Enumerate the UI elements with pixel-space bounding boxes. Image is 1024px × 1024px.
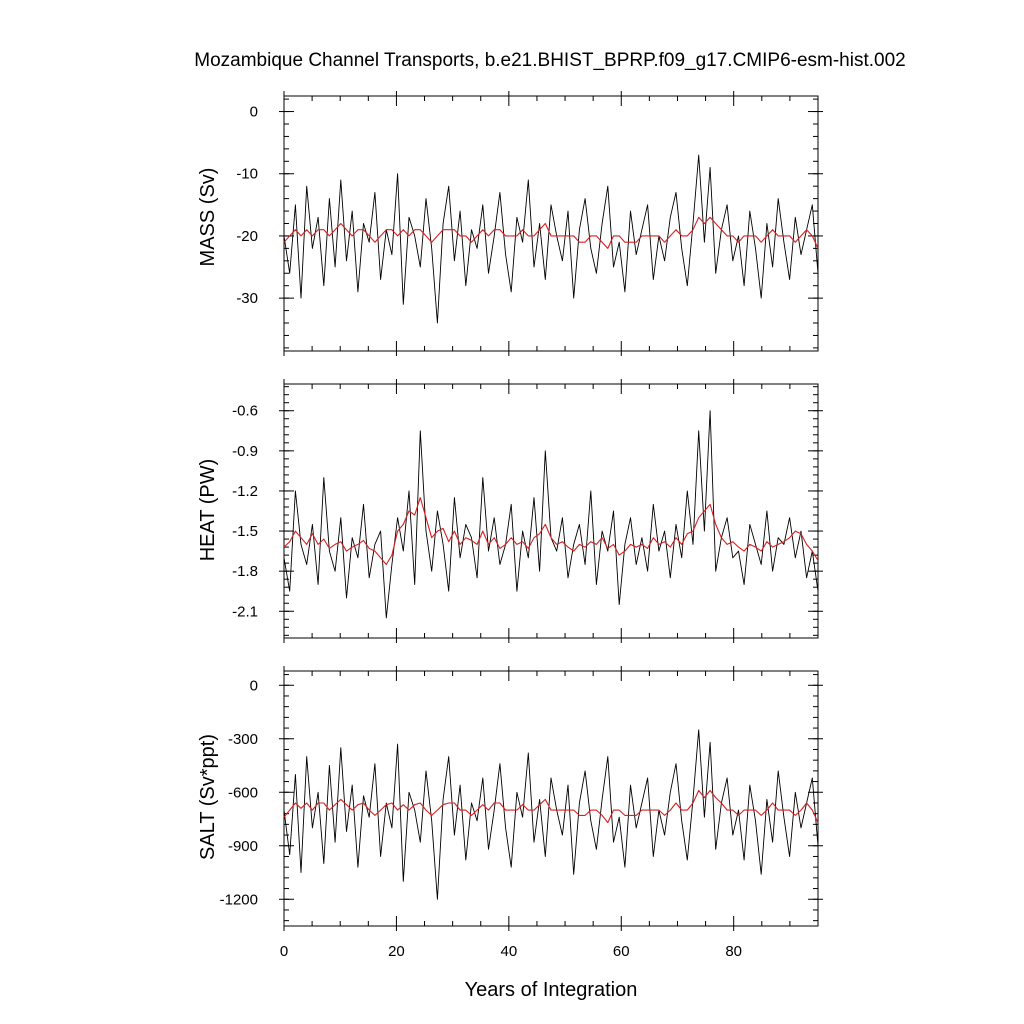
raw-series-line (283, 154, 819, 324)
smoothed-series-line (283, 216, 819, 249)
chart-title: Mozambique Channel Transports, b.e21.BHI… (194, 50, 905, 71)
y-tick-label: -2.1 (232, 603, 258, 620)
panel-3: 0 20 40 60 80 0 -300 -600 -900 -1200 SALT (Sv*ppt) (197, 666, 823, 960)
panel-1: 0 -10 -20 -30 MASS (Sv) (197, 91, 823, 356)
y-tick-label: -30 (236, 290, 258, 307)
y-axis-label: HEAT (PW) (197, 459, 219, 562)
y-tick-label: -10 (236, 166, 258, 183)
y-tick-label: -1.5 (232, 523, 258, 540)
y-tick-label: 0 (250, 677, 258, 694)
x-axis-label: Years of Integration (465, 979, 638, 1001)
y-tick-label: -1.8 (232, 563, 258, 580)
y-axis-label: SALT (Sv*ppt) (197, 734, 219, 860)
y-tick-label: -300 (228, 731, 258, 748)
y-tick-label: -1200 (220, 891, 258, 908)
plot-frame (283, 383, 819, 639)
smoothed-series-line (283, 789, 819, 824)
y-tick-label: -1.2 (232, 483, 258, 500)
raw-series-line (283, 729, 819, 900)
y-tick-label: -900 (228, 838, 258, 855)
x-tick-label: 60 (613, 943, 630, 960)
smoothed-series-line (283, 497, 819, 566)
y-tick-label: -20 (236, 228, 258, 245)
y-tick-label: 0 (250, 104, 258, 121)
y-tick-label: -0.9 (232, 443, 258, 460)
y-tick-label: -600 (228, 784, 258, 801)
x-tick-label: 80 (725, 943, 742, 960)
plot-frame (283, 95, 819, 352)
x-tick-label: 20 (388, 943, 405, 960)
plot-frame (283, 670, 819, 927)
x-tick-label: 40 (500, 943, 517, 960)
raw-series-line (283, 410, 819, 619)
y-axis-label: MASS (Sv) (197, 168, 219, 267)
x-tick-label: 0 (280, 943, 288, 960)
y-tick-label: -0.6 (232, 403, 258, 420)
panel-2: -0.6 -0.9 -1.2 -1.5 -1.8 -2.1 HEAT (PW) (197, 379, 823, 643)
